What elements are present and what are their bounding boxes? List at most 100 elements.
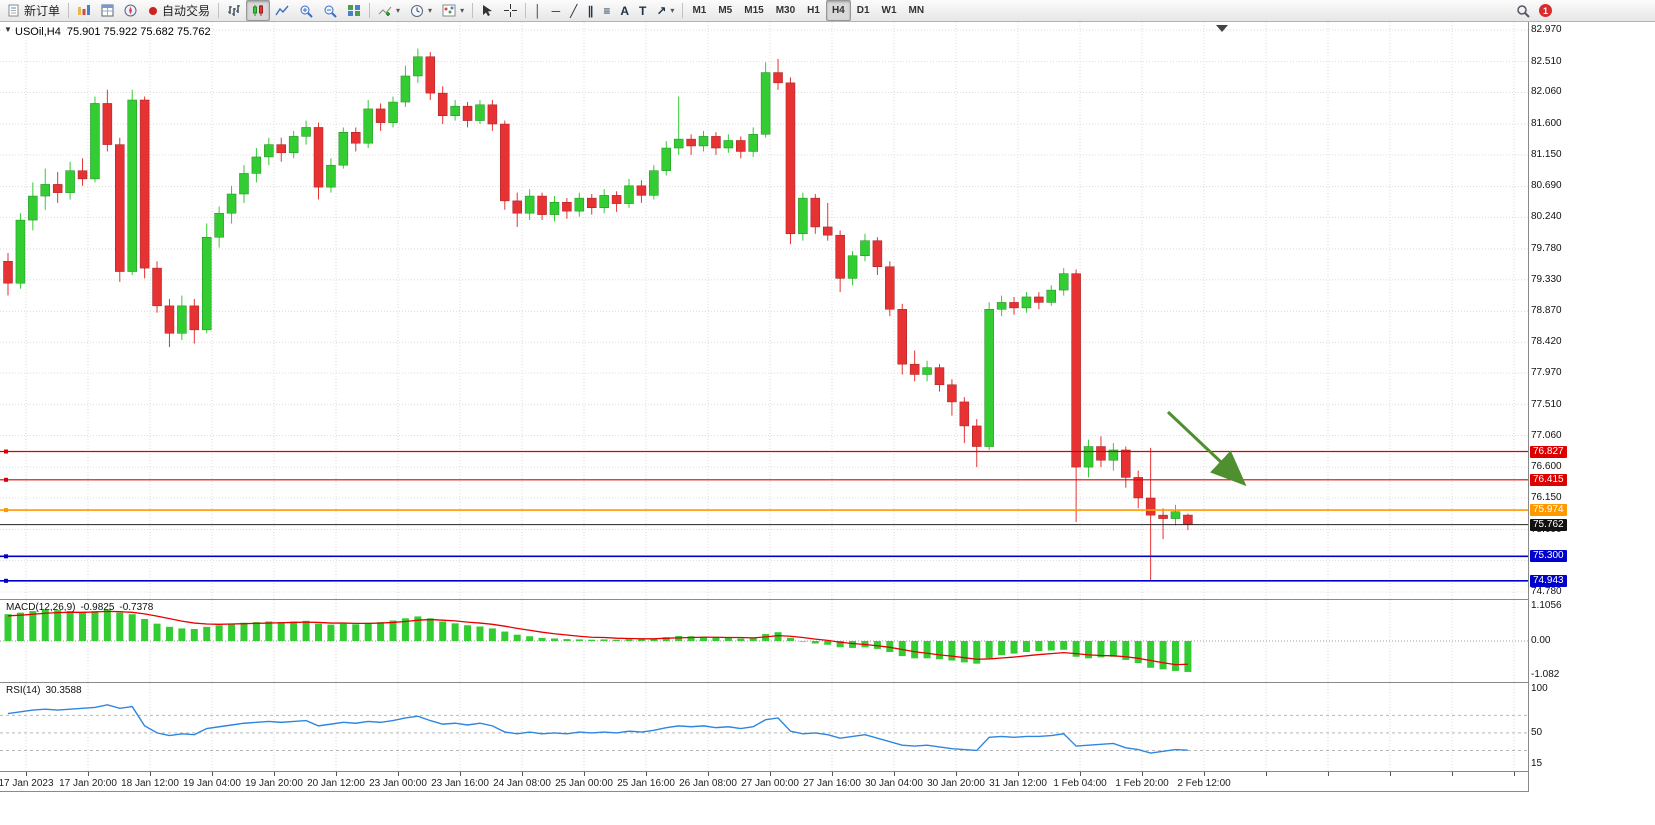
timeframe-button-w1[interactable]: W1 [881,5,897,16]
rsi-pane[interactable] [0,683,1528,772]
macd-main-value: -0.9825 [80,602,115,613]
equidistant-channel-button[interactable]: ∥ [582,0,598,21]
macd-histogram-bar [1109,641,1117,657]
timeframe-button-m5[interactable]: M5 [718,5,733,16]
pane-separator[interactable] [0,682,1528,683]
timeframe-button-h1[interactable]: H1 [807,5,820,16]
line-chart-type-button[interactable] [270,0,294,21]
macd-histogram-bar [1010,641,1018,654]
timeframe-button-h4[interactable]: H4 [825,0,851,21]
search-button[interactable] [1511,0,1535,21]
candle-body [624,185,634,204]
equidistant-channel-icon: ∥ [587,3,594,18]
macd-histogram-bar [774,632,782,641]
arrange-windows-button[interactable] [342,0,366,21]
macd-histogram-bar [165,626,173,641]
macd-histogram-bar [1122,641,1130,660]
periods-button[interactable]: ▾ [405,0,437,21]
candle-body [736,140,746,152]
candle-body [885,266,895,310]
time-axis[interactable]: 17 Jan 2023 17 Jan 20:00 18 Jan 12:00 19 Ja… [0,772,1528,792]
macd-scale-tick: 1.1056 [1531,600,1562,612]
market-watch-button[interactable] [72,0,96,21]
bar-chart-type-button[interactable] [222,0,246,21]
price-scale[interactable]: 82.970 82.510 82.060 81.600 81.150 80.690 80.2… [1529,22,1655,792]
candle-body [897,309,907,365]
timeframe-button-d1[interactable]: D1 [856,5,870,16]
cursor-button[interactable] [476,0,499,21]
notification-badge[interactable]: 1 [1539,4,1552,17]
time-label: 30 Jan 20:00 [927,778,985,789]
candle-body [661,147,672,171]
navigator-button[interactable] [119,0,142,21]
price-tick: 77.060 [1531,429,1562,441]
data-window-button[interactable] [96,0,119,21]
macd-scale-tick: -1.082 [1531,669,1560,681]
indicators-button[interactable]: ▾ [373,0,405,21]
macd-histogram-bar [203,626,211,641]
macd-label: MACD(12,26,9) -0.9825 -0.7378 [6,602,158,613]
templates-button[interactable]: ▾ [437,0,469,21]
chevron-down-icon: ▾ [428,6,433,15]
rsi-scale-tick: 50 [1531,726,1543,738]
macd-histogram-bar [16,612,24,641]
timeframe-button-m1[interactable]: M1 [692,5,707,16]
new-order-icon [8,4,19,17]
candle-body [686,138,696,147]
one-click-trading-arrow-icon[interactable]: ▼ [4,25,12,34]
horizontal-line-icon: ─ [551,3,561,18]
timeframe-button-m15[interactable]: M15 [744,5,764,16]
time-tick [708,772,709,776]
text-label-button[interactable]: T [634,0,651,21]
macd-histogram-bar [414,616,422,641]
timeframe-button-m30[interactable]: M30 [775,5,796,16]
candle-body [1158,514,1168,519]
drawing-tools-group: │ ─ ╱ ∥ ≡ A T ↗ ▾ [529,0,679,21]
time-tick [770,772,771,776]
price-tick: 79.780 [1531,242,1562,254]
candle-body [1071,273,1081,468]
candle-body [251,156,262,174]
candle-body [611,195,622,204]
macd-histogram-bar [1085,641,1093,659]
candlestick-chart-type-button[interactable] [246,0,271,21]
zoom-out-button[interactable] [318,0,342,21]
auto-trading-button[interactable]: 自动交易 [142,0,215,21]
candle-body [1083,446,1094,468]
price-tick: 77.970 [1531,367,1562,379]
candle-body [189,305,200,331]
arrows-button[interactable]: ↗ ▾ [651,0,679,21]
horizontal-line-button[interactable]: ─ [547,0,566,21]
macd-histogram-bar [277,622,285,641]
candle-body [3,261,13,284]
time-label: 20 Jan 12:00 [307,778,365,789]
time-tick [1328,772,1329,776]
timeframe-button-mn[interactable]: MN [908,5,925,16]
text-button[interactable]: A [615,0,634,21]
macd-histogram-bar [811,641,819,644]
candle-body [152,267,162,307]
vertical-line-button[interactable]: │ [529,0,547,21]
chart-ohlc-values: 75.901 75.922 75.682 75.762 [66,26,211,38]
crosshair-button[interactable] [499,0,522,21]
fibonacci-retracement-button[interactable]: ≡ [598,0,615,21]
time-tick [1390,772,1391,776]
zoom-in-button[interactable] [294,0,318,21]
candle-body [711,136,721,149]
time-label: 23 Jan 00:00 [369,778,427,789]
candle-body [214,212,224,238]
time-tick [646,772,647,776]
bar-chart-type-icon [228,5,241,16]
macd-histogram-bar [29,611,37,641]
candle-body [450,105,460,117]
trendline-button[interactable]: ╱ [565,0,582,21]
templates-icon [442,4,456,17]
candle-body [115,144,125,272]
candle-body [537,195,547,215]
pane-separator[interactable] [0,599,1528,600]
macd-histogram-bar [66,611,74,641]
pane-separator[interactable] [0,771,1528,772]
new-order-button[interactable]: 新订单 [3,0,65,21]
macd-pane[interactable] [0,600,1528,683]
price-chart-pane[interactable] [0,22,1528,600]
